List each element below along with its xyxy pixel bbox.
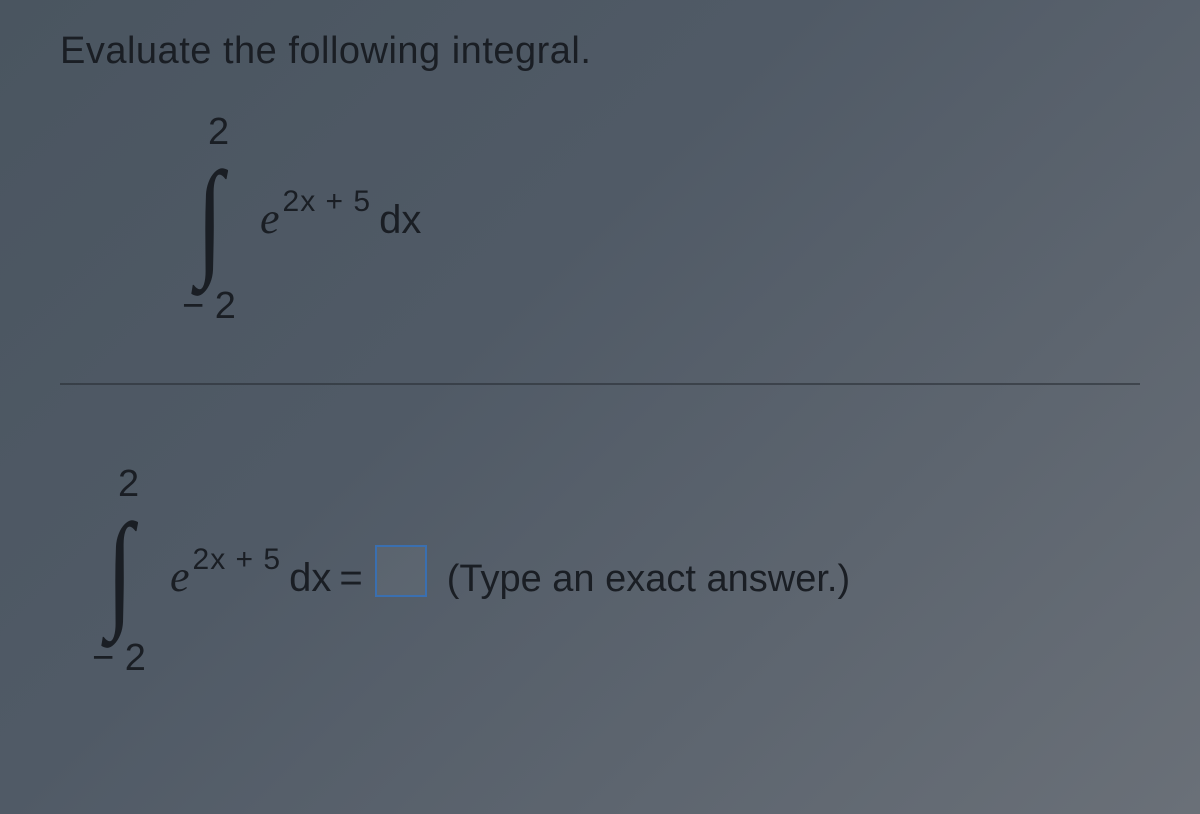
e-base-1: e — [260, 193, 280, 244]
integral-answer-lhs: 2 ∫ − 2 e 2x + 5 dx = (Type an exact ans… — [90, 465, 850, 675]
integral-symbol-1: 2 ∫ − 2 — [180, 123, 240, 313]
equals-sign: = — [339, 556, 362, 601]
section-divider — [60, 383, 1140, 385]
e-base-2: e — [170, 551, 190, 602]
integrand-2: e 2x + 5 dx = (Type an exact answer.) — [170, 539, 850, 602]
exponent-1: 2x + 5 — [283, 185, 372, 219]
integrand-1: e 2x + 5 dx — [260, 193, 421, 244]
exponent-2: 2x + 5 — [193, 543, 282, 577]
question-prompt: Evaluate the following integral. — [60, 30, 1140, 73]
differential-1: dx — [379, 198, 421, 243]
integral-display: 2 ∫ − 2 e 2x + 5 dx — [180, 113, 1140, 323]
answer-row: 2 ∫ − 2 e 2x + 5 dx = (Type an exact ans… — [60, 405, 1140, 675]
lower-limit-2: − 2 — [92, 639, 146, 677]
answer-input[interactable] — [375, 545, 427, 597]
differential-2: dx — [289, 556, 331, 601]
answer-hint: (Type an exact answer.) — [447, 558, 850, 601]
integral-symbol-2: 2 ∫ − 2 — [90, 475, 150, 665]
lower-limit-1: − 2 — [182, 287, 236, 325]
